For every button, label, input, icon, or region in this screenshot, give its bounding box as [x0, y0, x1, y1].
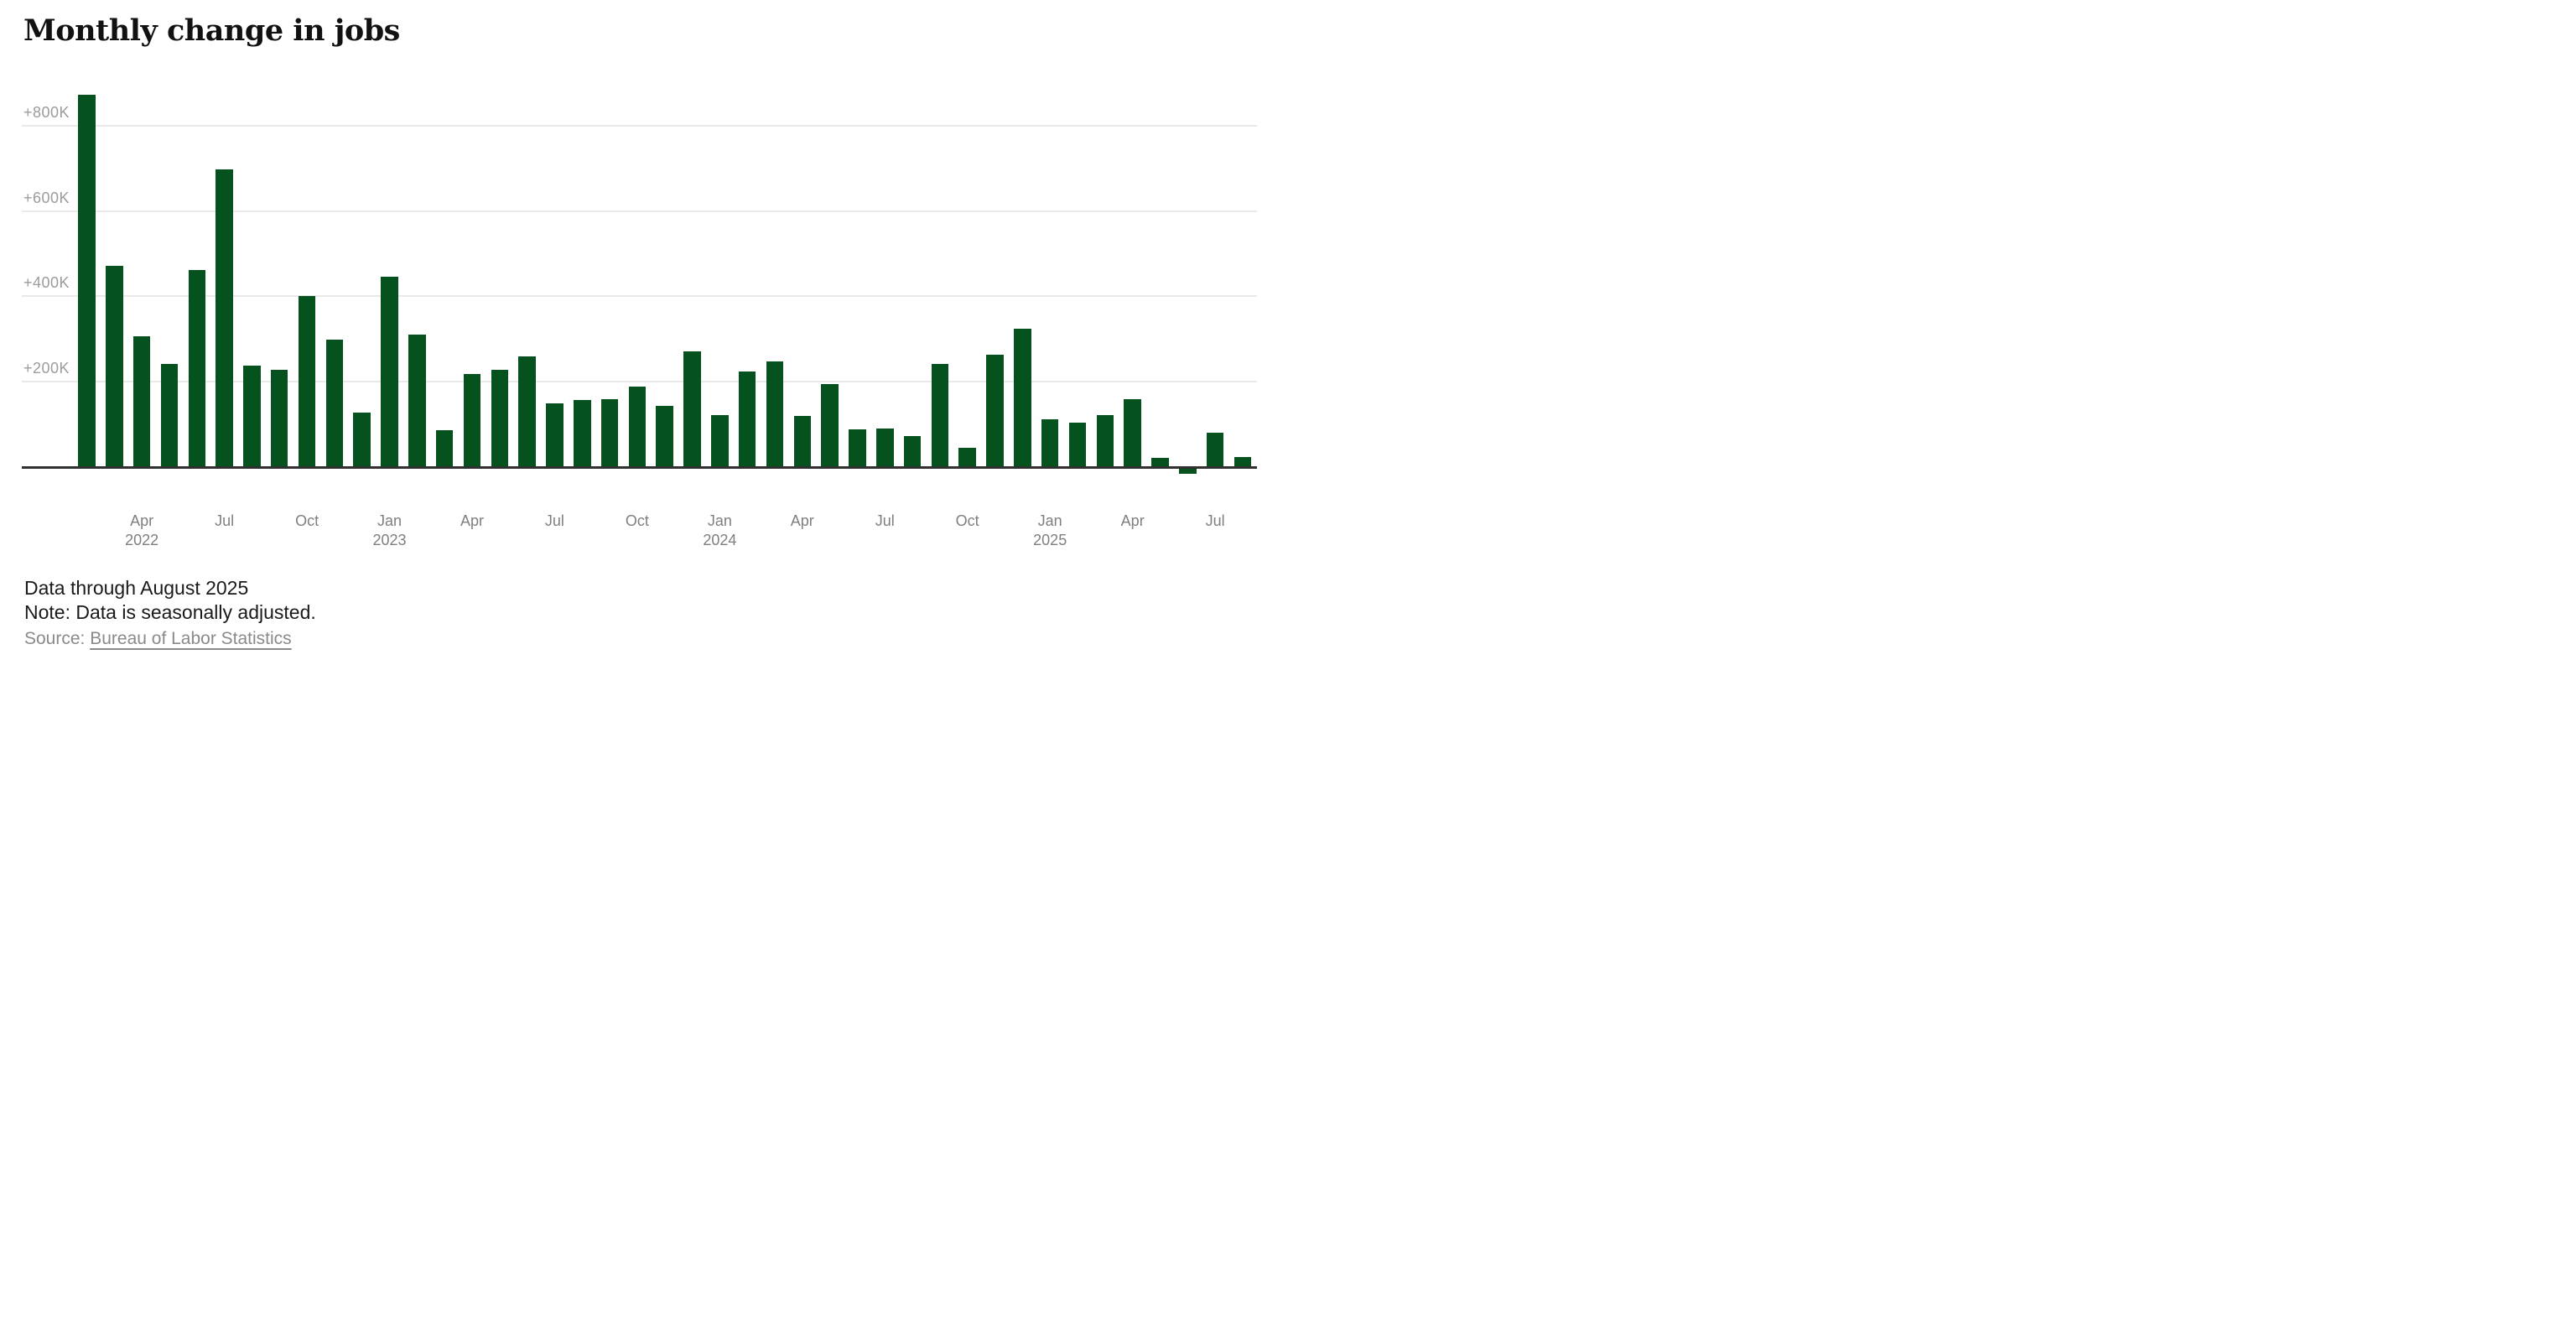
bar-dec-2023[interactable]: [683, 351, 701, 466]
bar-apr-2024[interactable]: [793, 415, 812, 466]
x-tick-label-apr: Apr: [1120, 512, 1145, 529]
bar-chart: +200K +400K +600K +800K Apr 2022 Jul Oct Jan 202…: [0, 0, 1288, 570]
x-tick-year-2022: 2022: [125, 532, 159, 548]
x-tick-label-jul: Jul: [215, 512, 235, 529]
chart-footnotes: Data through August 2025 Note: Data is s…: [24, 576, 316, 625]
bar-feb-2025[interactable]: [1068, 423, 1087, 466]
bar-oct-2022[interactable]: [298, 295, 316, 466]
bar-apr-2025[interactable]: [1124, 398, 1141, 466]
x-tick-label-jan-2024: Jan: [707, 512, 732, 529]
x-tick-label-jul: Jul: [875, 512, 895, 529]
gridline-+600K: [22, 210, 1257, 212]
bar-aug-2024[interactable]: [903, 435, 922, 466]
bar-jun-2023[interactable]: [518, 356, 536, 466]
bar-may-2025[interactable]: [1151, 458, 1169, 466]
x-tick-year-2025: 2025: [1033, 532, 1067, 548]
y-axis-label-+800K: +800K: [23, 103, 70, 121]
bar-may-2022[interactable]: [160, 363, 179, 466]
x-tick-label-oct: Oct: [295, 512, 319, 529]
bar-sep-2022[interactable]: [270, 370, 288, 466]
gridline-+800K: [22, 124, 1257, 127]
seasonal-adjustment-note: Note: Data is seasonally adjusted.: [24, 601, 316, 623]
bar-jan-2023[interactable]: [381, 277, 398, 466]
x-tick-label-apr: Apr: [790, 512, 814, 529]
jobs-chart-page: Monthly change in jobs +200K +400K +600K +8…: [0, 0, 1288, 665]
chart-title: Monthly change in jobs: [23, 13, 400, 48]
bar-sep-2024[interactable]: [931, 363, 949, 466]
x-tick-label-apr-2022: Apr: [130, 512, 154, 529]
bar-jan-2025[interactable]: [1041, 418, 1059, 466]
bar-nov-2022[interactable]: [325, 340, 344, 466]
bar-oct-2023[interactable]: [628, 387, 647, 466]
bar-mar-2025[interactable]: [1096, 414, 1114, 466]
y-axis-label-+200K: +200K: [23, 360, 70, 377]
source-line: Source: Bureau of Labor Statistics: [24, 629, 292, 649]
bar-dec-2022[interactable]: [353, 413, 371, 466]
bar-jul-2024[interactable]: [876, 429, 894, 466]
bar-oct-2024[interactable]: [958, 447, 976, 466]
bar-feb-2022[interactable]: [78, 95, 96, 466]
y-axis-label-+600K: +600K: [23, 189, 70, 206]
bar-dec-2024[interactable]: [1014, 328, 1031, 466]
bar-nov-2023[interactable]: [656, 406, 673, 466]
bar-feb-2024[interactable]: [738, 371, 756, 466]
bar-apr-2023[interactable]: [463, 374, 481, 466]
x-tick-label-jul: Jul: [1205, 512, 1225, 529]
x-tick-label-jul: Jul: [544, 512, 564, 529]
x-tick-label-jan-2025: Jan: [1037, 512, 1062, 529]
bar-mar-2024[interactable]: [766, 361, 784, 466]
bar-nov-2024[interactable]: [986, 355, 1004, 466]
bar-aug-2022[interactable]: [243, 365, 261, 466]
source-link[interactable]: Bureau of Labor Statistics: [90, 629, 292, 648]
bar-jun-2022[interactable]: [188, 269, 206, 466]
bar-jul-2023[interactable]: [546, 403, 564, 466]
bar-apr-2022[interactable]: [132, 336, 151, 466]
bar-mar-2022[interactable]: [106, 265, 123, 466]
bar-jul-2022[interactable]: [216, 169, 233, 466]
x-tick-year-2023: 2023: [372, 532, 407, 548]
bar-feb-2023[interactable]: [408, 335, 426, 466]
bar-jun-2024[interactable]: [849, 429, 866, 466]
bar-aug-2025[interactable]: [1233, 456, 1252, 466]
source-prefix: Source:: [24, 629, 91, 648]
x-tick-label-apr: Apr: [460, 512, 485, 529]
x-tick-label-oct: Oct: [955, 512, 979, 529]
bar-jul-2025[interactable]: [1206, 432, 1224, 466]
bar-jun-2025[interactable]: [1179, 468, 1197, 475]
gridline-+200K: [22, 381, 1257, 383]
bar-may-2023[interactable]: [491, 369, 509, 466]
bar-may-2024[interactable]: [821, 383, 839, 466]
bar-mar-2023[interactable]: [435, 430, 454, 466]
data-through-note: Data through August 2025: [24, 577, 249, 599]
bar-sep-2023[interactable]: [600, 399, 619, 466]
x-tick-label-oct: Oct: [625, 512, 649, 529]
gridline-+400K: [22, 295, 1257, 298]
x-axis-baseline: [22, 466, 1257, 469]
bar-jan-2024[interactable]: [711, 415, 729, 466]
x-tick-label-jan-2023: Jan: [377, 512, 402, 529]
bar-aug-2023[interactable]: [574, 400, 591, 466]
y-axis-label-+400K: +400K: [23, 274, 70, 292]
x-tick-year-2024: 2024: [703, 532, 737, 548]
